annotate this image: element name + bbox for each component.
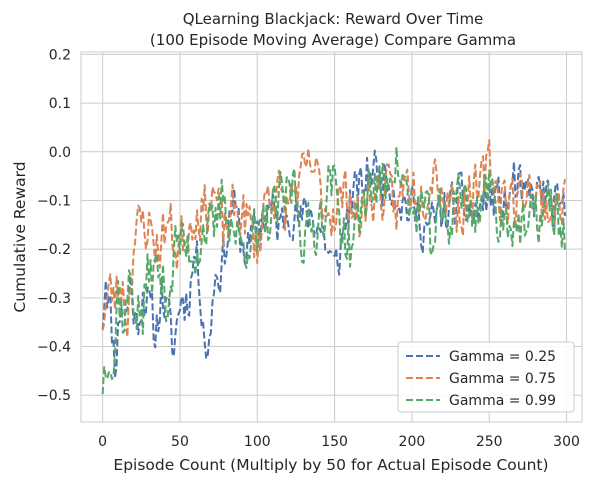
y-tick-label: −0.5	[37, 388, 71, 404]
series-line-3	[101, 146, 566, 395]
chart-title-line-2: (100 Episode Moving Average) Compare Gam…	[150, 31, 516, 49]
y-tick-label: 0.2	[49, 47, 71, 63]
x-tick-label: 100	[244, 434, 271, 450]
x-tick-label: 150	[321, 434, 348, 450]
y-tick-label: −0.2	[37, 242, 71, 258]
chart-title: QLearning Blackjack: Reward Over Time (1…	[150, 10, 516, 49]
legend: Gamma = 0.25 Gamma = 0.75 Gamma = 0.99	[397, 341, 575, 413]
chart-title-line-1: QLearning Blackjack: Reward Over Time	[183, 10, 484, 28]
series-line-2	[101, 139, 566, 338]
x-tick-label: 250	[476, 434, 503, 450]
y-tick-label: 0.1	[49, 96, 71, 112]
x-axis-label: Episode Count (Multiply by 50 for Actual…	[113, 456, 548, 474]
x-tick-label: 200	[399, 434, 426, 450]
y-axis-ticks: −0.5 −0.4 −0.3 −0.2 −0.1 0.0 0.1 0.2	[37, 47, 71, 404]
x-axis-ticks: 0 50 100 150 200 250 300	[98, 434, 580, 450]
x-tick-label: 0	[98, 434, 107, 450]
y-axis-label: Cumulative Reward	[11, 161, 29, 312]
y-tick-label: −0.3	[37, 291, 71, 307]
x-tick-label: 300	[553, 434, 580, 450]
legend-label-3: Gamma = 0.99	[449, 393, 556, 409]
series-lines	[101, 139, 566, 395]
x-tick-label: 50	[171, 434, 189, 450]
y-tick-label: −0.1	[37, 193, 71, 209]
y-tick-label: −0.4	[37, 340, 71, 356]
y-tick-label: 0.0	[49, 145, 71, 161]
legend-label-2: Gamma = 0.75	[449, 371, 556, 387]
legend-label-1: Gamma = 0.25	[449, 349, 556, 365]
legend-box	[397, 341, 575, 413]
